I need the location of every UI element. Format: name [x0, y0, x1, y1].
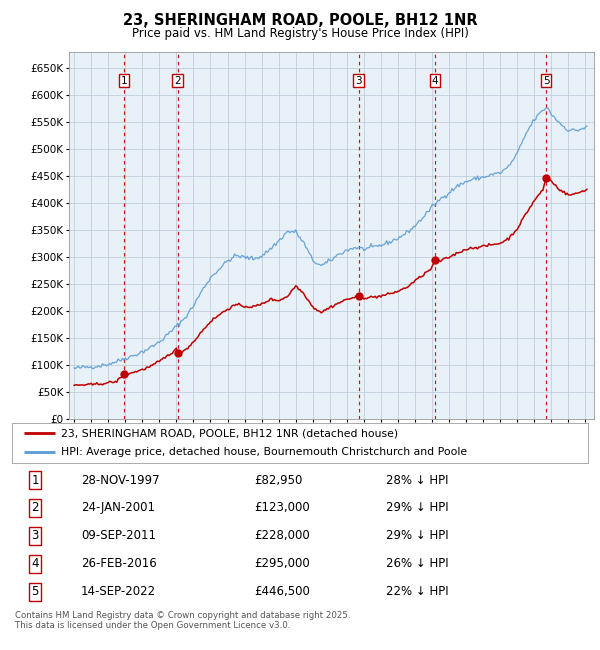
Text: 22% ↓ HPI: 22% ↓ HPI [386, 585, 449, 598]
Text: 29% ↓ HPI: 29% ↓ HPI [386, 502, 449, 515]
Text: 2: 2 [174, 75, 181, 86]
Text: 29% ↓ HPI: 29% ↓ HPI [386, 529, 449, 542]
Text: 3: 3 [355, 75, 362, 86]
Text: 5: 5 [31, 585, 39, 598]
Text: £82,950: £82,950 [254, 473, 302, 486]
Text: 26% ↓ HPI: 26% ↓ HPI [386, 558, 449, 571]
Text: £295,000: £295,000 [254, 558, 310, 571]
Text: 14-SEP-2022: 14-SEP-2022 [81, 585, 156, 598]
Text: 4: 4 [431, 75, 438, 86]
Text: 2: 2 [31, 502, 39, 515]
Text: 28% ↓ HPI: 28% ↓ HPI [386, 473, 449, 486]
Text: 3: 3 [31, 529, 39, 542]
Text: 1: 1 [121, 75, 127, 86]
Text: 23, SHERINGHAM ROAD, POOLE, BH12 1NR (detached house): 23, SHERINGHAM ROAD, POOLE, BH12 1NR (de… [61, 428, 398, 438]
Text: 24-JAN-2001: 24-JAN-2001 [81, 502, 155, 515]
Text: HPI: Average price, detached house, Bournemouth Christchurch and Poole: HPI: Average price, detached house, Bour… [61, 447, 467, 457]
Text: 5: 5 [543, 75, 550, 86]
Text: Contains HM Land Registry data © Crown copyright and database right 2025.
This d: Contains HM Land Registry data © Crown c… [15, 611, 350, 630]
Text: £446,500: £446,500 [254, 585, 310, 598]
Text: £123,000: £123,000 [254, 502, 310, 515]
Text: 1: 1 [31, 473, 39, 486]
Text: 28-NOV-1997: 28-NOV-1997 [81, 473, 160, 486]
Text: £228,000: £228,000 [254, 529, 310, 542]
Text: 23, SHERINGHAM ROAD, POOLE, BH12 1NR: 23, SHERINGHAM ROAD, POOLE, BH12 1NR [122, 13, 478, 28]
Text: Price paid vs. HM Land Registry's House Price Index (HPI): Price paid vs. HM Land Registry's House … [131, 27, 469, 40]
Text: 4: 4 [31, 558, 39, 571]
Text: 26-FEB-2016: 26-FEB-2016 [81, 558, 157, 571]
Text: 09-SEP-2011: 09-SEP-2011 [81, 529, 156, 542]
